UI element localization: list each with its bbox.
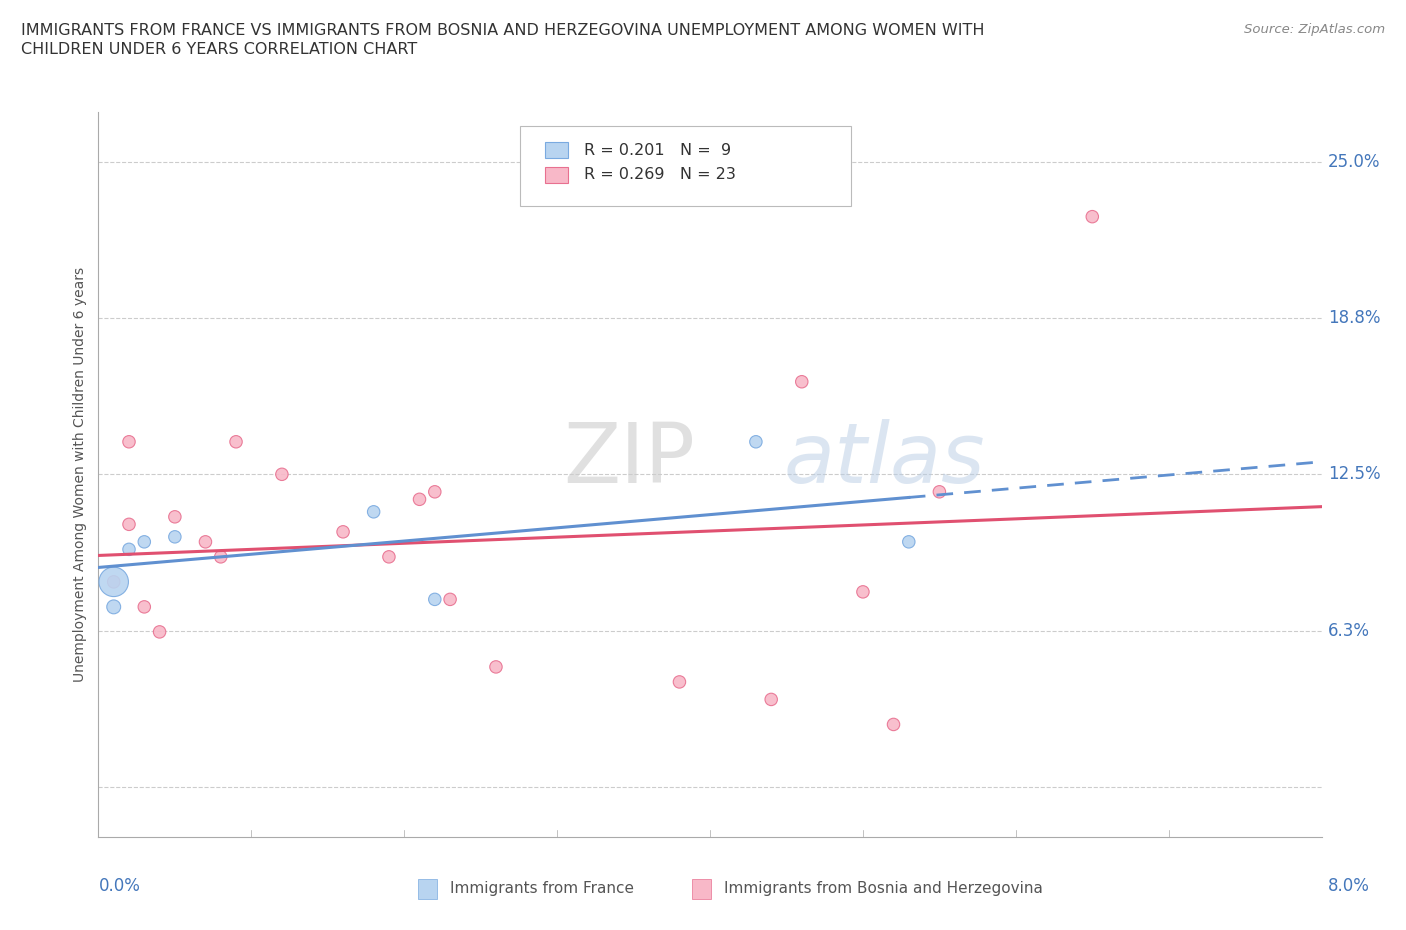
Point xyxy=(163,510,186,525)
Text: R = 0.269   N = 23: R = 0.269 N = 23 xyxy=(583,167,735,182)
Point xyxy=(439,591,461,606)
Bar xyxy=(546,166,568,182)
Text: 6.3%: 6.3% xyxy=(1327,621,1369,640)
Text: 12.5%: 12.5% xyxy=(1327,465,1381,484)
Text: 18.8%: 18.8% xyxy=(1327,309,1381,327)
Point xyxy=(852,584,875,599)
Point xyxy=(759,692,782,707)
Point xyxy=(225,434,247,449)
Text: Immigrants from France: Immigrants from France xyxy=(450,881,634,896)
Point xyxy=(270,467,294,482)
Text: Source: ZipAtlas.com: Source: ZipAtlas.com xyxy=(1244,23,1385,36)
Text: R = 0.201   N =  9: R = 0.201 N = 9 xyxy=(583,142,731,157)
Text: IMMIGRANTS FROM FRANCE VS IMMIGRANTS FROM BOSNIA AND HERZEGOVINA UNEMPLOYMENT AM: IMMIGRANTS FROM FRANCE VS IMMIGRANTS FRO… xyxy=(21,23,984,38)
Text: 25.0%: 25.0% xyxy=(1327,153,1381,170)
Point xyxy=(423,485,446,499)
Text: Immigrants from Bosnia and Herzegovina: Immigrants from Bosnia and Herzegovina xyxy=(724,881,1043,896)
Point xyxy=(332,525,354,539)
Text: CHILDREN UNDER 6 YEARS CORRELATION CHART: CHILDREN UNDER 6 YEARS CORRELATION CHART xyxy=(21,42,418,57)
FancyBboxPatch shape xyxy=(520,126,851,206)
Point xyxy=(134,600,156,615)
Text: atlas: atlas xyxy=(783,419,986,500)
Point xyxy=(118,517,141,532)
Bar xyxy=(418,879,437,899)
Text: 8.0%: 8.0% xyxy=(1327,877,1369,895)
Text: ZIP: ZIP xyxy=(564,419,695,500)
Point xyxy=(149,624,172,639)
Point xyxy=(209,550,232,565)
Point xyxy=(163,529,186,544)
Point xyxy=(103,575,125,590)
Point xyxy=(118,434,141,449)
Point xyxy=(423,591,446,606)
Point xyxy=(745,434,768,449)
Point xyxy=(668,674,690,689)
Point xyxy=(928,485,950,499)
Point xyxy=(1081,209,1104,224)
Bar xyxy=(546,142,568,158)
Point xyxy=(790,374,813,389)
Point xyxy=(134,535,156,550)
Point xyxy=(118,542,141,557)
Point xyxy=(883,717,905,732)
Point xyxy=(485,659,508,674)
Point xyxy=(103,600,125,615)
Text: 0.0%: 0.0% xyxy=(98,877,141,895)
Point xyxy=(378,550,401,565)
Bar xyxy=(692,879,711,899)
Point xyxy=(363,504,385,519)
Point xyxy=(194,535,217,550)
Point xyxy=(408,492,430,507)
Point xyxy=(897,535,920,550)
Y-axis label: Unemployment Among Women with Children Under 6 years: Unemployment Among Women with Children U… xyxy=(73,267,87,682)
Point xyxy=(103,575,125,590)
